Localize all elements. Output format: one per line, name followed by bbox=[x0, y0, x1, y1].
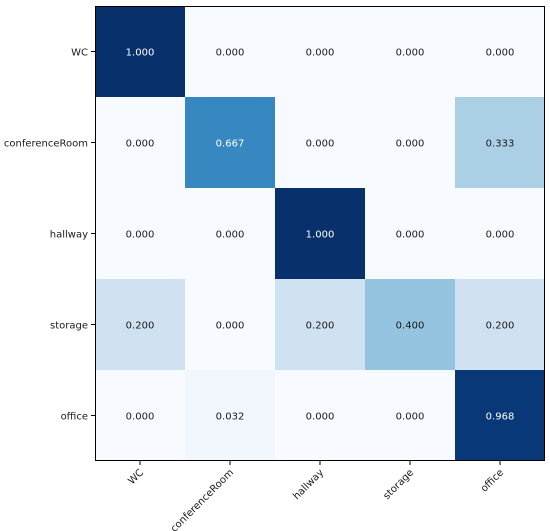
x-tick-label: storage bbox=[381, 467, 416, 502]
heatmap-cell bbox=[185, 370, 275, 461]
x-tick-label: conferenceRoom bbox=[169, 467, 236, 531]
cell-value-label: 0.000 bbox=[306, 412, 335, 423]
heatmap-cell bbox=[185, 279, 275, 370]
cell-value-label: 0.000 bbox=[396, 48, 425, 59]
heatmap-cell bbox=[365, 188, 455, 279]
heatmap-cell bbox=[365, 370, 455, 461]
heatmap-cell bbox=[275, 188, 365, 279]
cell-value-label: 0.000 bbox=[486, 230, 515, 241]
cell-value-label: 0.000 bbox=[216, 230, 245, 241]
x-tick-label: hallway bbox=[291, 467, 326, 502]
cell-value-label: 0.032 bbox=[216, 412, 245, 423]
cell-value-label: 1.000 bbox=[126, 48, 155, 59]
cell-value-label: 0.200 bbox=[486, 321, 515, 332]
heatmap-cell bbox=[365, 279, 455, 370]
heatmap-cell bbox=[95, 188, 185, 279]
heatmap-cell bbox=[95, 6, 185, 97]
heatmap-cell bbox=[185, 188, 275, 279]
cell-value-label: 0.000 bbox=[306, 48, 335, 59]
cell-value-label: 0.000 bbox=[396, 230, 425, 241]
heatmap-cell bbox=[455, 6, 545, 97]
y-axis: WC conferenceRoom hallway storage office bbox=[4, 48, 95, 423]
heatmap-cell bbox=[275, 279, 365, 370]
heatmap-cell bbox=[275, 370, 365, 461]
cell-value-label: 1.000 bbox=[306, 230, 335, 241]
cell-value-label: 0.000 bbox=[396, 139, 425, 150]
heatmap-cell bbox=[275, 97, 365, 188]
cell-value-label: 0.000 bbox=[126, 230, 155, 241]
cell-value-label: 0.667 bbox=[216, 139, 245, 150]
heatmap-cell bbox=[185, 97, 275, 188]
heatmap-cells bbox=[95, 6, 545, 461]
cell-value-label: 0.000 bbox=[486, 48, 515, 59]
y-tick-label: conferenceRoom bbox=[4, 139, 88, 150]
plot-frame bbox=[95, 6, 545, 461]
heatmap-cell bbox=[455, 97, 545, 188]
y-tick-label: WC bbox=[71, 48, 88, 59]
cell-value-label: 0.400 bbox=[396, 321, 425, 332]
cell-value-label: 0.000 bbox=[126, 412, 155, 423]
cell-value-label: 0.333 bbox=[486, 139, 515, 150]
heatmap-cell bbox=[95, 370, 185, 461]
heatmap-cell bbox=[455, 370, 545, 461]
y-tick-label: storage bbox=[50, 321, 88, 332]
y-tick-label: office bbox=[61, 412, 88, 423]
cell-value-label: 0.000 bbox=[396, 412, 425, 423]
heatmap-cell bbox=[95, 279, 185, 370]
cell-value-label: 0.000 bbox=[126, 139, 155, 150]
heatmap-cell bbox=[455, 279, 545, 370]
heatmap-cell bbox=[275, 6, 365, 97]
cell-value-label: 0.000 bbox=[216, 321, 245, 332]
x-axis: WC conferenceRoom hallway storage office bbox=[126, 461, 506, 531]
heatmap-cell bbox=[185, 6, 275, 97]
x-tick-label: office bbox=[479, 467, 506, 494]
heatmap-cell bbox=[455, 188, 545, 279]
cell-value-label: 0.200 bbox=[306, 321, 335, 332]
y-tick-label: hallway bbox=[50, 230, 88, 241]
x-tick-label: WC bbox=[126, 467, 146, 487]
heatmap-cell-labels: 1.000 0.000 0.000 0.000 0.000 0.000 0.667 0.000… bbox=[126, 48, 515, 423]
cell-value-label: 0.200 bbox=[126, 321, 155, 332]
cell-value-label: 0.000 bbox=[306, 139, 335, 150]
heatmap-cell bbox=[95, 97, 185, 188]
heatmap-cell bbox=[365, 6, 455, 97]
cell-value-label: 0.968 bbox=[486, 412, 515, 423]
cell-value-label: 0.000 bbox=[216, 48, 245, 59]
heatmap-cell bbox=[365, 97, 455, 188]
